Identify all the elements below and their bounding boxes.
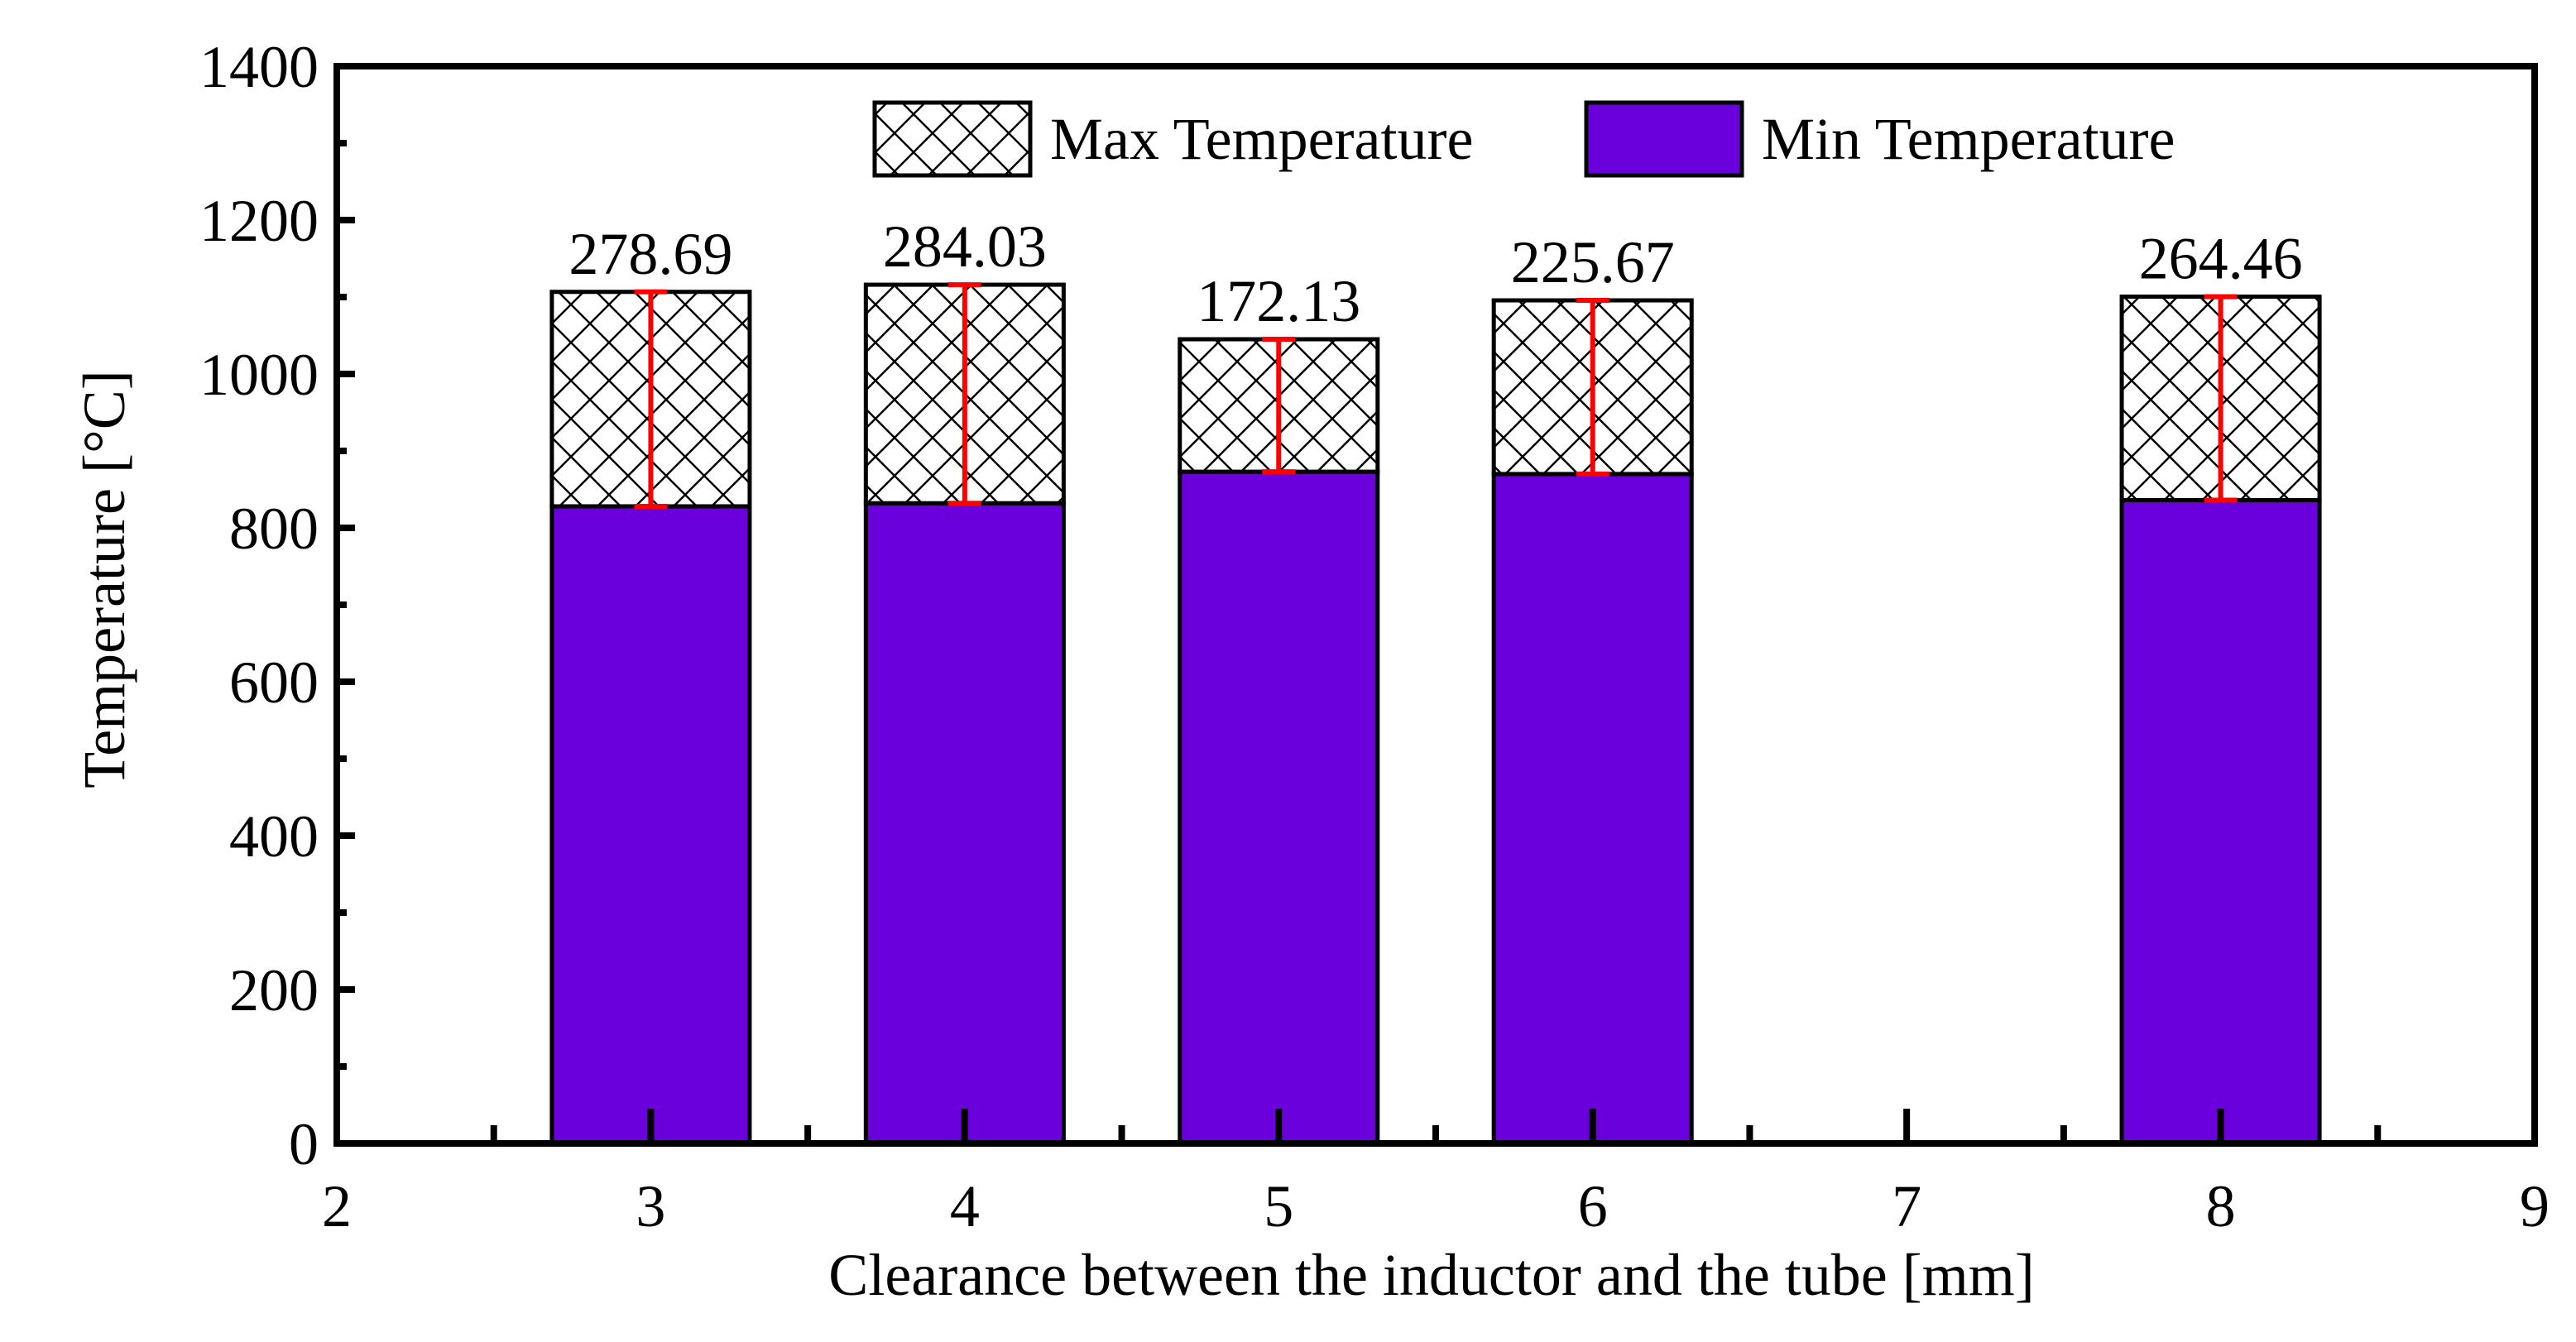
- x-tick-label: 9: [2520, 1173, 2550, 1239]
- y-tick-label: 1000: [199, 342, 319, 408]
- data-label: 172.13: [1197, 268, 1360, 334]
- bar-segment: [863, 501, 1066, 1146]
- data-label: 278.69: [568, 221, 732, 287]
- x-tick-label: 6: [1578, 1173, 1608, 1239]
- legend-label: Max Temperature: [1050, 106, 1473, 172]
- x-tick-label: 8: [2206, 1173, 2236, 1239]
- bar-segment: [2119, 498, 2322, 1146]
- y-tick-label: 1400: [199, 34, 319, 100]
- legend-label: Min Temperature: [1762, 106, 2175, 172]
- x-tick-label: 7: [1892, 1173, 1921, 1239]
- y-tick-label: 800: [229, 496, 319, 562]
- y-tick-label: 200: [229, 957, 319, 1023]
- y-tick-label: 0: [289, 1111, 319, 1177]
- legend-swatch: [872, 100, 1033, 178]
- bar-segment: [1491, 472, 1694, 1146]
- data-label: 284.03: [883, 213, 1047, 280]
- y-tick-label: 400: [229, 803, 319, 870]
- x-tick-label: 4: [950, 1173, 980, 1239]
- y-tick-label: 1200: [199, 188, 319, 254]
- x-tick-label: 3: [636, 1173, 665, 1239]
- bar-segment: [549, 504, 752, 1146]
- data-label: 264.46: [2139, 226, 2303, 292]
- bar-segment: [1178, 469, 1380, 1146]
- x-tick-label: 2: [322, 1173, 352, 1239]
- y-tick-label: 600: [229, 649, 319, 716]
- data-label: 225.67: [1511, 229, 1675, 295]
- legend-swatch: [1584, 100, 1744, 178]
- x-tick-label: 5: [1264, 1173, 1293, 1239]
- y-axis-label: Temperature [°C]: [71, 370, 137, 788]
- x-axis-label: Clearance between the inductor and the t…: [828, 1242, 2034, 1308]
